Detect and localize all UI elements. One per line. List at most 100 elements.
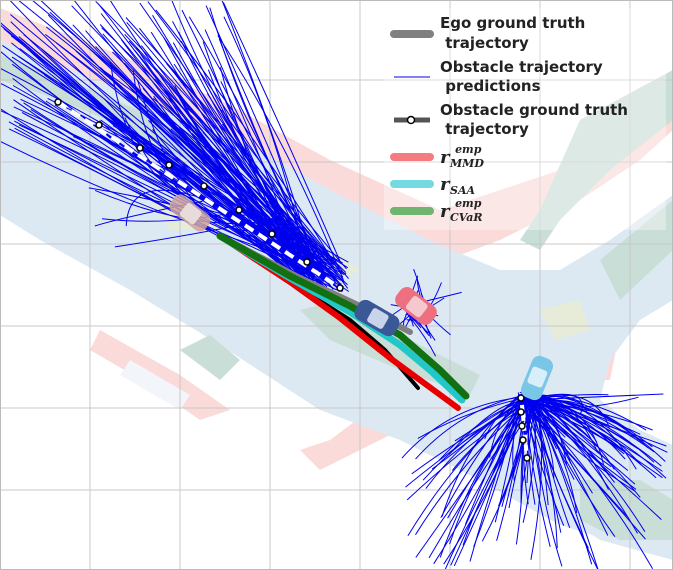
prediction-line [425,394,534,489]
ego-car-window [367,308,389,329]
prediction-line [439,395,529,558]
prediction-line [524,396,555,479]
prediction-line [407,392,537,537]
obstacle-gt-marker [523,454,531,462]
prediction-line [524,399,584,406]
prediction-line [223,16,307,263]
car-icon [169,194,211,232]
vehicles [169,194,554,401]
prediction-line [403,314,407,326]
prediction-line [152,98,347,273]
obstacle-gt-marker [518,422,526,430]
legend-label-ego-gt-1: Ego ground truth [440,14,585,32]
sidewalk-band-left [90,330,230,420]
obstacle-gt-marker [95,121,103,129]
prediction-line [154,78,303,286]
legend-label-obstacle-predictions-2: predictions [440,77,541,95]
prediction-line [101,207,254,222]
legend-label-obstacle-gt-2: trajectory [440,120,529,138]
prediction-line [530,398,609,536]
prediction-line [59,82,328,277]
legend-label-obstacle-gt-1: Obstacle ground truth [440,101,628,119]
car-icon [354,299,400,337]
obstacle-gt-line-upper [56,100,342,290]
prediction-line [536,397,625,455]
prediction-line [173,63,313,279]
prediction-line [524,399,626,452]
prediction-line [14,120,312,273]
prediction-line [531,397,563,567]
median-strip-3 [520,70,673,250]
prediction-line [181,9,307,288]
sidewalk-white-1 [120,360,190,410]
legend-label-r-saa-sub: SAA [450,184,475,197]
prediction-line [217,35,345,283]
obstacle-gt-marker [336,284,344,292]
legend-label-r-cvar: r emp [440,197,482,222]
prediction-line [481,403,533,542]
legend-label-r-saa: r [440,174,451,195]
prediction-line [166,63,349,289]
obstacle-cyan-car-window [527,366,548,388]
median-strip-5 [580,480,673,540]
legend-label-r-mmd-sub: MMD [449,157,484,170]
median-strip-6 [180,335,240,380]
prediction-line [102,33,348,286]
obstacle-gt-marker [268,230,276,238]
obstacle-gt-marker [136,144,144,152]
legend-r-mmd-sup: emp [455,143,482,156]
prediction-line [125,17,343,272]
legend-r-cvar-base: r [440,201,451,222]
prediction-line [183,104,313,278]
prediction-line [405,398,530,488]
obstacle-gt-marker [303,258,311,266]
prediction-line [524,399,598,443]
legend-swatch-obstacle-gt-marker [406,115,416,125]
obstacle-gt-marker [200,182,208,190]
parked-car-window [179,202,202,225]
legend-label-r-mmd: r emp [440,143,482,168]
legend-r-cvar-sup: emp [455,197,482,210]
prediction-line [174,85,310,292]
obstacle-gt-markers [54,98,531,462]
prediction-line [221,109,347,270]
car-icon [520,355,554,401]
prediction-line [45,26,319,271]
car-icon [395,287,437,325]
median-strip-8 [540,300,590,340]
obstacle-gt-marker [54,98,62,106]
prediction-line [438,397,535,461]
prediction-line [99,24,312,276]
prediction-line [125,189,209,227]
obstacle-gt-marker [517,394,525,402]
prediction-line [524,399,655,463]
legend-label-ego-gt-2: trajectory [440,34,529,52]
prediction-line [408,314,414,327]
prediction-line [408,314,422,329]
prediction-line [12,78,317,278]
prediction-line [524,399,667,447]
prediction-line [222,2,342,265]
legend: Ego ground truth trajectory Obstacle tra… [384,8,666,230]
prediction-line [114,216,280,248]
prediction-line [464,392,523,525]
prediction-line [209,7,336,283]
prediction-line [206,93,344,275]
prediction-line [155,9,344,278]
prediction-line [137,79,265,232]
sidewalk-band-upper [0,8,673,265]
prediction-line [415,401,529,535]
prediction-line [71,5,335,268]
legend-label-r-cvar-sub: CVaR [450,211,483,224]
prediction-line [139,27,323,268]
obstacle-pink-car-window [405,295,428,318]
prediction-line [462,403,537,546]
obstacle-gt-marker [165,161,173,169]
prediction-line [180,40,320,270]
prediction-line [3,28,326,279]
legend-label-obstacle-predictions-1: Obstacle trajectory [440,58,603,76]
legend-background [384,8,666,230]
obstacle-gt-marker [519,436,527,444]
median-strip-4 [600,200,673,300]
